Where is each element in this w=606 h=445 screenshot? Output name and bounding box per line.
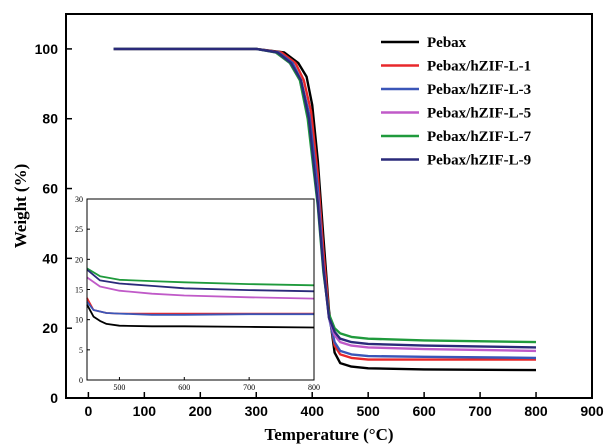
legend-label-5: Pebax/hZIF-L-7 — [427, 129, 532, 145]
inset-x-tick-label: 600 — [178, 383, 190, 392]
inset-y-tick-label: 15 — [75, 286, 83, 295]
x-tick-label: 200 — [189, 403, 213, 419]
x-tick-label: 0 — [84, 403, 92, 419]
inset-ticks: 500 600 700 800 0 5 10 15 20 25 30 — [75, 195, 320, 392]
inset-series-line-5 — [86, 267, 315, 287]
legend: Pebax Pebax/hZIF-L-1 Pebax/hZIF-L-3 Pebax/h… — [381, 35, 532, 169]
x-tick-label: 800 — [524, 403, 548, 419]
y-tick-label: 0 — [50, 390, 58, 406]
x-tick-label: 100 — [133, 403, 157, 419]
inset-series-line-3 — [86, 301, 314, 316]
x-tick-label: 500 — [356, 403, 380, 419]
inset-y-tick-label: 10 — [75, 316, 83, 325]
legend-label-1: Pebax — [427, 35, 467, 51]
inset-y-tick-label: 25 — [75, 225, 83, 234]
inset-series-line-6 — [86, 268, 315, 293]
x-tick-label: 600 — [412, 403, 436, 419]
y-axis-title: Weight (%) — [11, 164, 30, 249]
inset-chart: 500 600 700 800 0 5 10 15 20 25 30 — [75, 195, 320, 392]
plot-frame — [65, 13, 593, 399]
legend-label-4: Pebax/hZIF-L-5 — [427, 106, 531, 122]
inset-series-lines — [86, 267, 315, 329]
x-tick-label: 300 — [245, 403, 269, 419]
inset-y-tick-label: 20 — [75, 255, 83, 264]
main-series-lines — [113, 47, 537, 372]
x-tick-label: 400 — [301, 403, 325, 419]
y-tick-label: 80 — [42, 111, 58, 127]
inset-x-tick-label: 800 — [308, 383, 320, 392]
inset-x-tick-label: 500 — [113, 383, 125, 392]
y-tick-label: 60 — [42, 181, 58, 197]
x-tick-label: 900 — [580, 403, 604, 419]
y-tick-label: 100 — [35, 41, 59, 57]
inset-series-line-1 — [86, 304, 315, 329]
y-tick-label: 40 — [42, 250, 58, 266]
inset-y-tick-label: 0 — [79, 376, 83, 385]
y-tick-label: 20 — [42, 320, 58, 336]
series-line-6 — [113, 47, 537, 349]
inset-y-tick-label: 5 — [79, 346, 83, 355]
inset-series-line-4 — [86, 276, 315, 300]
x-axis-title: Temperature (°C) — [264, 425, 393, 444]
inset-x-tick-label: 700 — [243, 383, 255, 392]
x-tick-label: 700 — [468, 403, 492, 419]
legend-label-3: Pebax/hZIF-L-3 — [427, 82, 531, 98]
legend-label-6: Pebax/hZIF-L-9 — [427, 153, 531, 169]
inset-y-tick-label: 30 — [75, 195, 83, 204]
legend-label-2: Pebax/hZIF-L-1 — [427, 59, 531, 75]
